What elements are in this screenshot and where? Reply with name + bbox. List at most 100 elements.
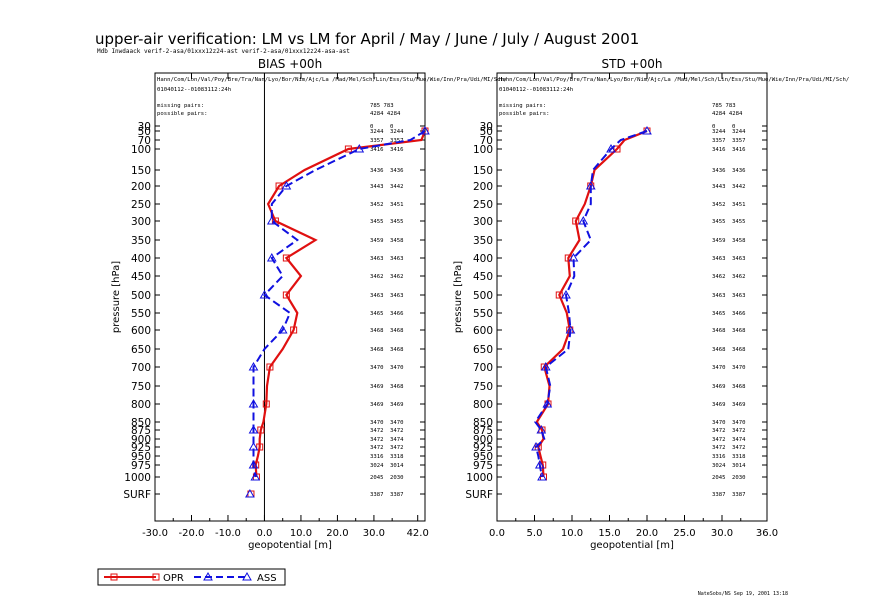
- x-tick-label-1-3: 15.0: [598, 528, 620, 539]
- y-tick-label-0-23: 975: [131, 460, 151, 472]
- pair-count-a-0-14: 3468: [370, 347, 384, 353]
- pair-count-a-1-17: 3469: [712, 402, 725, 408]
- y-tick-label-1-0: 30: [480, 121, 493, 133]
- y-tick-label-1-24: 1000: [466, 472, 493, 484]
- pair-count-a-1-2: 3357: [712, 138, 725, 144]
- pair-count-b-1-22: 3318: [732, 454, 746, 460]
- legend-ass-label: ASS: [257, 573, 277, 584]
- pair-count-b-1-2: 3357: [732, 138, 745, 144]
- pair-count-b-0-4: 3436: [390, 168, 403, 174]
- missing-values-0: 785 783: [370, 103, 394, 109]
- data-point-opr-0-3: [344, 145, 352, 153]
- x-tick-label-0-1: -20.0: [179, 528, 205, 539]
- legend-opr-marker-a: [110, 573, 118, 581]
- pair-count-b-1-9: 3463: [732, 256, 745, 262]
- y-tick-label-0-12: 550: [131, 308, 151, 320]
- x-tick-label-1-4: 20.0: [636, 528, 658, 539]
- pair-count-b-0-23: 3014: [390, 463, 404, 469]
- station-list-1: Hann/Com/Lon/Val/Poy/Bre/Tra/Nan/Lyo/Bor…: [499, 77, 849, 83]
- footer-stamp: NateSobs/NS Sep 19, 2001 13:18: [698, 591, 788, 597]
- pair-count-a-1-3: 3416: [712, 147, 725, 153]
- y-tick-label-0-20: 900: [131, 434, 151, 446]
- std-panel: STD +00h Hann/Com/Lon/Val/Poy/Bre/Tra/Nan…: [453, 57, 849, 551]
- data-point-ass-0-19: [248, 424, 259, 434]
- pair-count-b-0-18: 3470: [390, 420, 403, 426]
- pair-count-a-0-17: 3469: [370, 402, 383, 408]
- missing-values-1: 785 783: [712, 103, 736, 109]
- pair-count-b-0-25: 3387: [390, 492, 403, 498]
- pair-count-a-0-9: 3463: [370, 256, 383, 262]
- x-tick-label-1-5: 25.0: [673, 528, 695, 539]
- pair-count-b-1-18: 3470: [732, 420, 745, 426]
- y-tick-label-1-6: 250: [473, 199, 493, 211]
- pair-count-a-1-5: 3443: [712, 184, 725, 190]
- pair-count-b-0-14: 3468: [390, 347, 404, 353]
- y-tick-label-1-16: 750: [473, 381, 493, 393]
- pair-count-b-0-17: 3469: [390, 402, 403, 408]
- legend-ass-marker-a: [203, 571, 213, 581]
- pair-count-b-1-1: 3244: [732, 129, 746, 135]
- data-point-ass-1-5: [585, 180, 596, 190]
- pair-count-b-0-16: 3468: [390, 384, 404, 390]
- y-tick-label-0-24: 1000: [124, 472, 151, 484]
- x-tick-label-0-6: 30.0: [363, 528, 385, 539]
- y-axis-label-0: pressure [hPa]: [111, 261, 122, 333]
- period-text-1: 01040112--01083112:24h: [499, 87, 573, 93]
- pair-count-b-1-14: 3468: [732, 347, 746, 353]
- y-tick-label-0-18: 850: [131, 417, 151, 429]
- pair-count-b-0-15: 3470: [390, 365, 403, 371]
- pair-count-b-1-13: 3468: [732, 328, 746, 334]
- x-tick-label-0-0: -30.0: [142, 528, 168, 539]
- x-axis-label-1: geopotential [m]: [590, 540, 674, 551]
- data-point-ass-1-15: [540, 361, 551, 371]
- pair-count-a-0-1: 3244: [370, 129, 384, 135]
- y-tick-label-0-16: 750: [131, 381, 151, 393]
- series-line-ass-1: [534, 130, 648, 478]
- pair-count-a-1-21: 3472: [712, 445, 725, 451]
- pair-count-a-0-25: 3387: [370, 492, 383, 498]
- pair-count-b-0-8: 3458: [390, 238, 404, 244]
- pair-count-a-0-4: 3436: [370, 168, 383, 174]
- pair-count-a-0-15: 3470: [370, 365, 383, 371]
- pair-count-a-1-4: 3436: [712, 168, 725, 174]
- possible-label-1: possible pairs:: [499, 111, 550, 117]
- y-tick-label-1-1: 50: [480, 126, 493, 138]
- data-point-ass-1-7: [578, 215, 589, 225]
- y-tick-label-1-5: 200: [473, 181, 493, 193]
- pair-count-a-0-13: 3468: [370, 328, 384, 334]
- y-tick-label-1-2: 70: [480, 135, 493, 147]
- pair-count-a-1-25: 3387: [712, 492, 725, 498]
- y-tick-label-1-23: 975: [473, 460, 493, 472]
- pair-count-a-0-8: 3459: [370, 238, 383, 244]
- pair-count-a-1-7: 3455: [712, 219, 725, 225]
- y-tick-label-1-9: 400: [473, 253, 493, 265]
- legend-ass-marker-b: [242, 571, 252, 581]
- y-tick-label-0-4: 150: [131, 165, 151, 177]
- data-point-opr-0-5: [275, 182, 283, 190]
- x-tick-label-1-7: 36.0: [756, 528, 778, 539]
- data-point-ass-1-24: [537, 471, 547, 481]
- pair-count-a-0-3: 3416: [370, 147, 383, 153]
- pair-count-a-0-12: 3465: [370, 311, 383, 317]
- pair-count-b-1-20: 3474: [732, 437, 746, 443]
- data-point-ass-0-11: [259, 289, 270, 299]
- y-tick-label-0-14: 650: [131, 344, 151, 356]
- y-tick-label-0-2: 70: [138, 135, 151, 147]
- y-tick-label-1-25: SURF: [465, 489, 493, 501]
- pair-count-a-0-11: 3463: [370, 293, 383, 299]
- pair-count-b-1-7: 3455: [732, 219, 745, 225]
- data-point-ass-0-25: [245, 488, 255, 498]
- figure-subtitle: Mdb Inwdaack verif-2-asa/01xxx12z24-ast …: [97, 48, 350, 55]
- y-tick-label-1-22: 950: [473, 451, 493, 463]
- pair-count-b-1-0: 0: [732, 124, 735, 130]
- pair-count-a-1-20: 3472: [712, 437, 725, 443]
- pair-count-a-1-16: 3469: [712, 384, 725, 390]
- pair-count-b-1-6: 3451: [732, 202, 745, 208]
- y-tick-label-1-13: 600: [473, 325, 493, 337]
- pair-count-b-0-22: 3318: [390, 454, 404, 460]
- pair-count-a-1-15: 3470: [712, 365, 725, 371]
- y-tick-label-1-3: 100: [473, 144, 493, 156]
- data-point-ass-1-9: [568, 252, 579, 262]
- y-tick-label-1-19: 875: [473, 425, 493, 437]
- pair-count-a-1-19: 3472: [712, 428, 725, 434]
